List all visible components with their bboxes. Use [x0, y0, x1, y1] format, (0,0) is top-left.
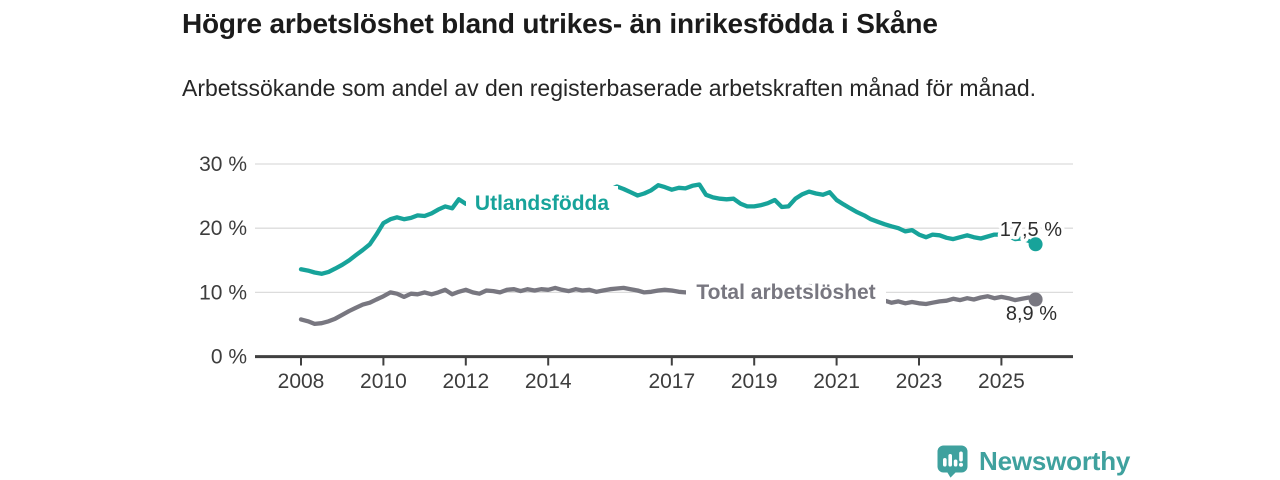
- y-tick-label: 0 %: [211, 346, 247, 369]
- series-end-dot: [1028, 292, 1043, 307]
- x-tick-label: 2017: [648, 370, 695, 393]
- newsworthy-logo-icon: [936, 444, 969, 478]
- series-line-2: [298, 283, 1038, 327]
- x-tick-label: 2023: [896, 370, 943, 393]
- brand-footer[interactable]: Newsworthy: [936, 444, 1130, 478]
- x-tick-label: 2012: [442, 370, 489, 393]
- series-label-mask: [466, 186, 618, 212]
- y-tick-label: 10 %: [199, 281, 247, 304]
- x-tick-label: 2010: [360, 370, 407, 393]
- end-value-label: 17,5 %: [1000, 219, 1062, 241]
- chart-title: Högre arbetslöshet bland utrikes- än inr…: [182, 8, 938, 39]
- series-label: Total arbetslöshet: [696, 281, 875, 304]
- series-label: Utlandsfödda: [475, 192, 609, 215]
- y-tick-label: 20 %: [199, 217, 247, 240]
- x-tick-label: 2021: [813, 370, 860, 393]
- x-tick-label: 2025: [978, 370, 1025, 393]
- series-end-dot: [1028, 237, 1043, 252]
- y-tick-label: 30 %: [199, 153, 247, 176]
- x-tick-label: 2008: [278, 370, 325, 393]
- series-line-1: [298, 182, 1038, 276]
- brand-name: Newsworthy: [979, 445, 1131, 476]
- end-value-label: 8,9 %: [1006, 303, 1057, 325]
- x-tick-label: 2019: [731, 370, 778, 393]
- x-tick-label: 2014: [525, 370, 572, 393]
- series-label-mask: [686, 288, 886, 306]
- chart-subtitle: Arbetssökande som andel av den registerb…: [182, 75, 1037, 101]
